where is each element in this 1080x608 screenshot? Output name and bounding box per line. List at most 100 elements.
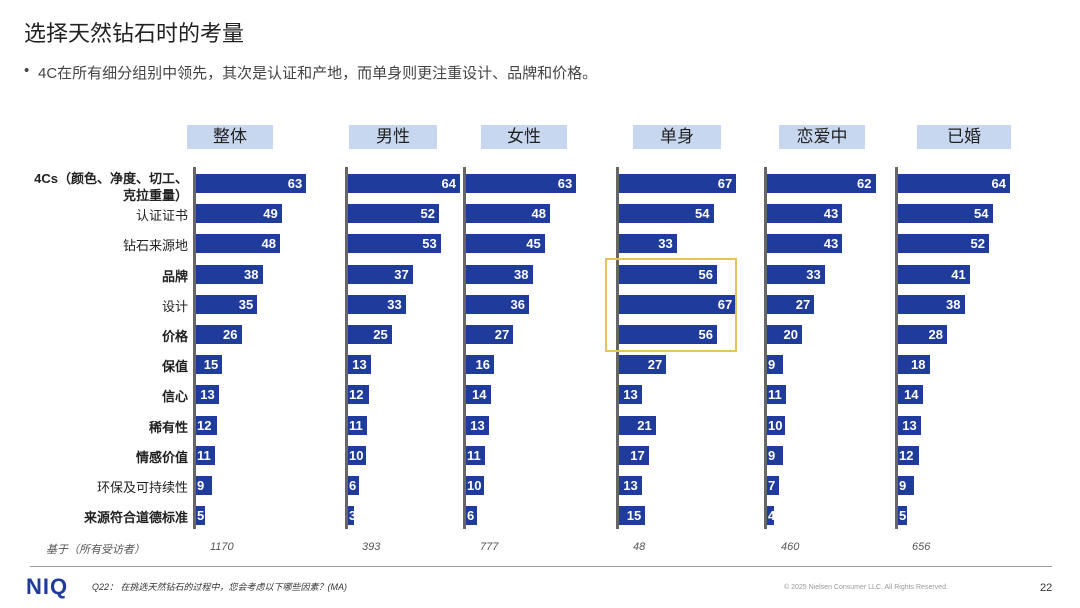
category-label: 钻石来源地 xyxy=(122,238,188,254)
category-label: 信心 xyxy=(161,389,188,405)
bar xyxy=(466,234,545,254)
bar-value: 38 xyxy=(244,266,259,282)
series-header: 男性 xyxy=(349,125,437,149)
bar-value: 11 xyxy=(467,447,481,463)
bar xyxy=(898,445,919,465)
bar-value: 56 xyxy=(698,266,713,282)
category-label: 稀有性 xyxy=(148,419,188,435)
series-header: 恋爱中 xyxy=(779,125,865,149)
bar-value: 35 xyxy=(238,296,254,312)
bar xyxy=(619,174,737,193)
bar-value: 64 xyxy=(991,176,1006,191)
bar xyxy=(348,385,369,405)
bar xyxy=(898,506,907,526)
bar xyxy=(348,415,368,435)
bar xyxy=(898,234,989,254)
bar-value: 13 xyxy=(200,387,215,403)
bar-value: 33 xyxy=(658,236,673,252)
bar xyxy=(466,476,484,495)
bar-value: 12 xyxy=(197,417,212,433)
bar-value: 13 xyxy=(352,357,367,373)
bar xyxy=(619,476,642,495)
bar-value: 11 xyxy=(768,387,782,403)
bar xyxy=(466,204,550,224)
series-header: 整体 xyxy=(187,125,273,149)
bar-value: 15 xyxy=(626,508,642,524)
bar-value: 54 xyxy=(695,206,710,222)
series-axis xyxy=(345,167,348,529)
bar-value: 52 xyxy=(420,206,435,222)
bar xyxy=(466,294,529,314)
bar-value: 67 xyxy=(717,176,733,191)
series-axis xyxy=(193,167,196,529)
bar xyxy=(898,294,965,314)
bar xyxy=(348,264,413,284)
bar xyxy=(619,204,714,224)
base-value: 1170 xyxy=(210,541,234,553)
bar-value: 16 xyxy=(475,357,490,373)
bar xyxy=(898,476,914,495)
bar-value: 38 xyxy=(946,296,961,312)
bar xyxy=(767,415,785,435)
bar-value: 10 xyxy=(768,417,783,433)
bar xyxy=(196,476,212,495)
bar xyxy=(466,506,477,526)
bar xyxy=(898,415,921,435)
series-axis xyxy=(616,167,619,529)
bar xyxy=(619,445,649,465)
category-label: 设计 xyxy=(161,298,188,314)
bar-value: 48 xyxy=(531,206,546,222)
bar-value: 67 xyxy=(717,296,733,312)
bar xyxy=(767,385,787,405)
base-label: 基于（所有受访者） xyxy=(46,544,145,556)
bar-value: 18 xyxy=(911,357,926,373)
bar xyxy=(196,234,280,254)
bar xyxy=(898,355,930,375)
bar xyxy=(196,294,258,314)
bar-value: 21 xyxy=(637,417,652,433)
bar-value: 36 xyxy=(510,296,525,312)
bar-value: 27 xyxy=(795,296,811,312)
bar xyxy=(767,445,783,465)
bar xyxy=(619,264,717,284)
bar-value: 41 xyxy=(951,266,966,282)
bar-value: 5 xyxy=(899,508,907,524)
bar xyxy=(196,204,282,224)
bar xyxy=(767,476,780,495)
bar xyxy=(196,355,223,375)
footer-copyright: © 2025 Nielsen Consumer LLC. All Rights … xyxy=(784,584,948,591)
series-axis xyxy=(764,167,767,529)
bar xyxy=(466,264,533,284)
bar-value: 13 xyxy=(623,387,638,403)
bar-value: 7 xyxy=(768,478,776,493)
bullet-label: 4C在所有细分组别中领先，其次是认证和产地，而单身则更注重设计、品牌和价格。 xyxy=(38,65,598,82)
bar-value: 11 xyxy=(197,447,211,463)
bar-value: 64 xyxy=(441,176,456,191)
bar xyxy=(619,294,737,314)
bar-value: 4 xyxy=(768,508,776,524)
bar-value: 63 xyxy=(287,176,303,191)
bar-value: 9 xyxy=(768,447,776,463)
bar-value: 13 xyxy=(470,417,485,433)
bar-value: 43 xyxy=(823,206,839,222)
bar-value: 38 xyxy=(514,266,529,282)
bar xyxy=(619,506,646,526)
bar-value: 25 xyxy=(373,327,388,342)
bar-value: 5 xyxy=(197,508,205,524)
footer-question: Q22： 在挑选天然钻石的过程中，您会考虑以下哪些因素？(MA) xyxy=(92,582,348,592)
bar xyxy=(196,445,216,465)
niq-logo: NIQ xyxy=(26,574,69,599)
bar-value: 20 xyxy=(783,327,798,342)
bar xyxy=(196,264,263,284)
bar xyxy=(767,294,815,314)
series-header: 单身 xyxy=(633,125,721,149)
category-label: 认证证书 xyxy=(135,208,188,224)
bar xyxy=(767,204,843,224)
bar xyxy=(348,204,439,224)
bar-value: 3 xyxy=(349,508,357,524)
bar xyxy=(348,445,366,465)
series-axis xyxy=(895,167,898,529)
category-label: 情感价值 xyxy=(135,449,188,465)
bar xyxy=(767,355,783,375)
bar-value: 27 xyxy=(647,357,663,373)
